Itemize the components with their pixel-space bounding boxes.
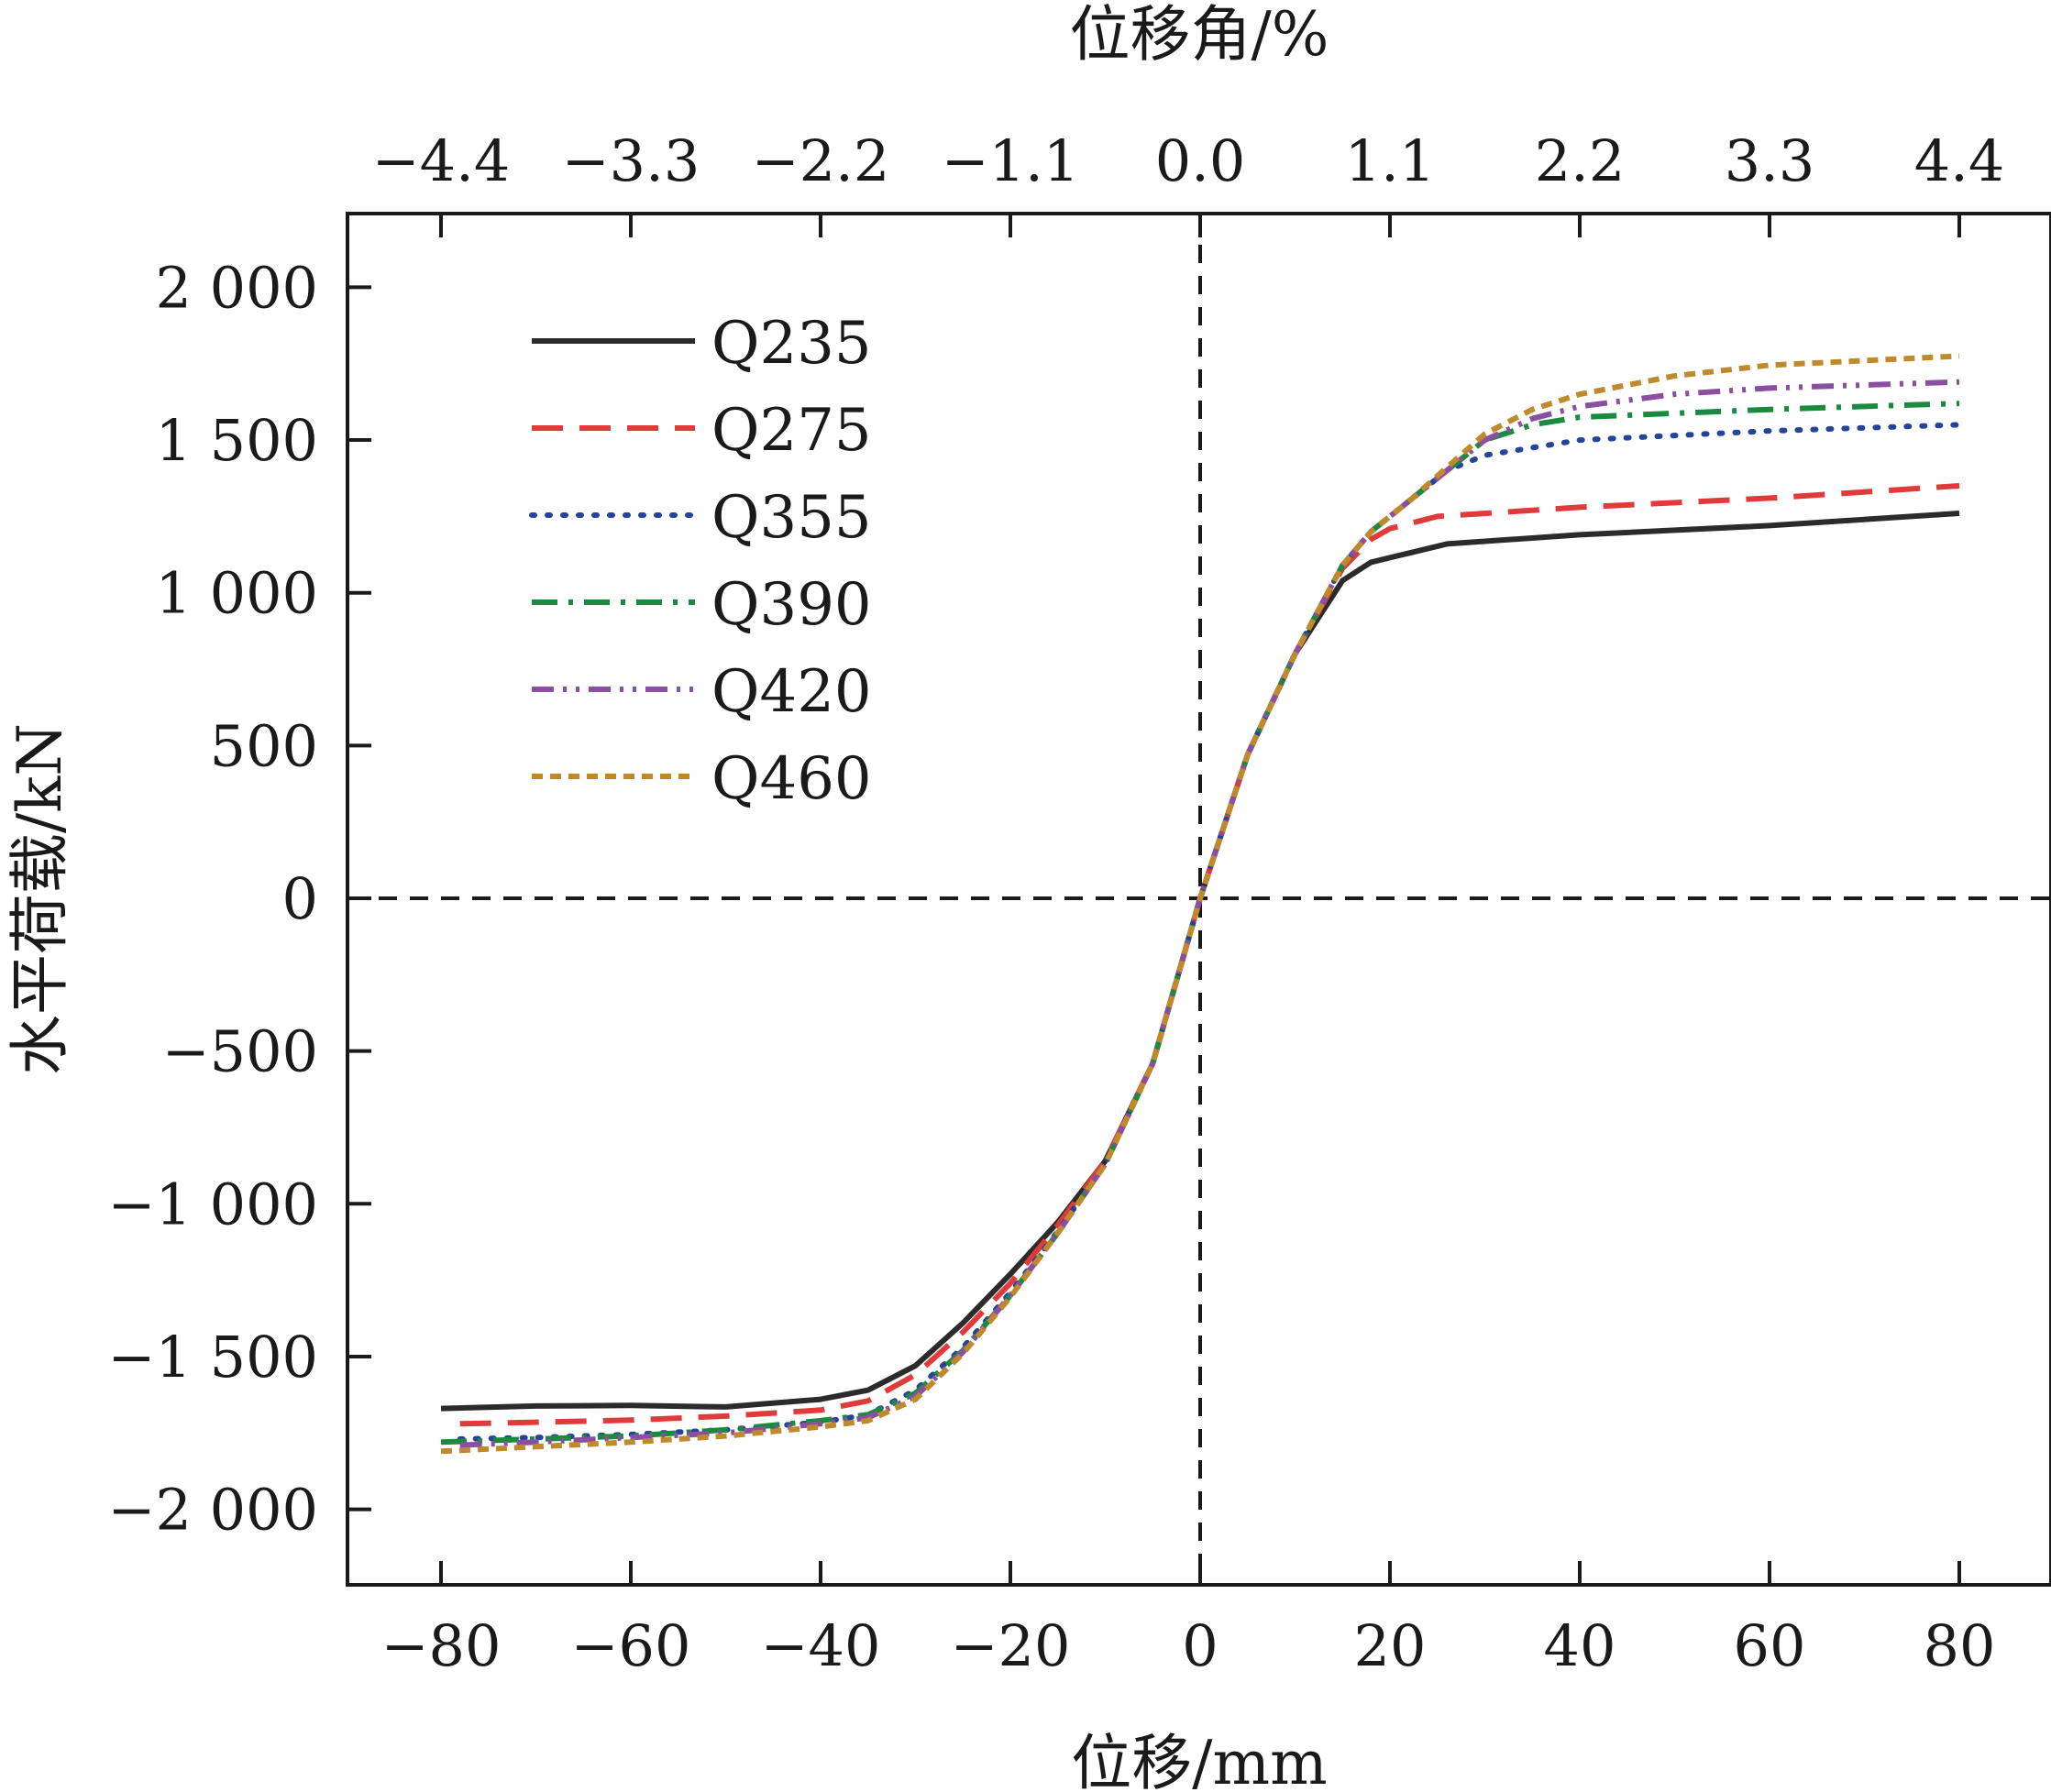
- x-tick-label: −60: [571, 1612, 691, 1679]
- x2-tick-label: −4.4: [372, 127, 511, 194]
- y-axis-title: 水平荷载/kN: [5, 723, 75, 1075]
- series-line-q355: [457, 422, 1962, 1442]
- y-tick-label: −1 000: [108, 1171, 318, 1237]
- y-tick-label: −500: [162, 1018, 318, 1085]
- x-tick-label: −20: [951, 1612, 1071, 1679]
- x2-tick-label: −2.2: [752, 127, 890, 194]
- x2-tick-label: 3.3: [1725, 127, 1815, 194]
- series-lines: [440, 353, 1962, 1455]
- x2-axis-title: 位移角/%: [1070, 0, 1329, 70]
- x2-tick-label: 4.4: [1914, 127, 2005, 194]
- x2-tick-label: −3.3: [562, 127, 700, 194]
- y-tick-label: 2 000: [156, 254, 319, 321]
- x-tick-label: 60: [1734, 1612, 1806, 1679]
- x2-tick-label: −1.1: [942, 127, 1080, 194]
- legend: Q235 Q275 Q355 Q390 Q420 Q460: [529, 310, 872, 813]
- legend-label-q420: Q420: [711, 658, 872, 726]
- x2-axis: −4.4 −3.3 −2.2 −1.1 0.0 1.1 2.2 3.3 4.4: [372, 127, 2005, 237]
- x2-tick-label: 0.0: [1155, 127, 1246, 194]
- series-line-q420: [459, 379, 1960, 1448]
- x-tick-label: 40: [1544, 1612, 1616, 1679]
- y-tick-label: 0: [282, 865, 318, 932]
- x-tick-label: 80: [1924, 1612, 1996, 1679]
- series-line-q460: [440, 353, 1960, 1455]
- x-axis: −80 −60 −40 −20 0 20 40 60 80: [381, 1561, 1996, 1679]
- y-tick-label: −1 500: [108, 1324, 318, 1391]
- x2-tick-label: 1.1: [1345, 127, 1436, 194]
- x-axis-title: 位移/mm: [1071, 1728, 1327, 1792]
- y-tick-label: −2 000: [108, 1477, 318, 1544]
- y-tick-label: 1 000: [156, 560, 319, 627]
- y-tick-label: 1 500: [156, 407, 319, 474]
- legend-label-q460: Q460: [711, 745, 872, 813]
- x-tick-label: −40: [761, 1612, 881, 1679]
- series-line-q275: [459, 483, 1960, 1427]
- legend-label-q235: Q235: [711, 310, 872, 378]
- y-tick-label: 500: [210, 712, 318, 779]
- y-axis: −2 000 −1 500 −1 000 −500 0 500 1 000 1 500 2 00…: [108, 254, 371, 1544]
- x-tick-label: −80: [381, 1612, 502, 1679]
- x2-tick-label: 2.2: [1535, 127, 1626, 194]
- legend-label-q390: Q390: [711, 571, 872, 639]
- x-tick-label: 20: [1354, 1612, 1427, 1679]
- legend-label-q275: Q275: [711, 397, 872, 465]
- x-tick-label: 0: [1182, 1612, 1218, 1679]
- legend-label-q355: Q355: [711, 484, 872, 552]
